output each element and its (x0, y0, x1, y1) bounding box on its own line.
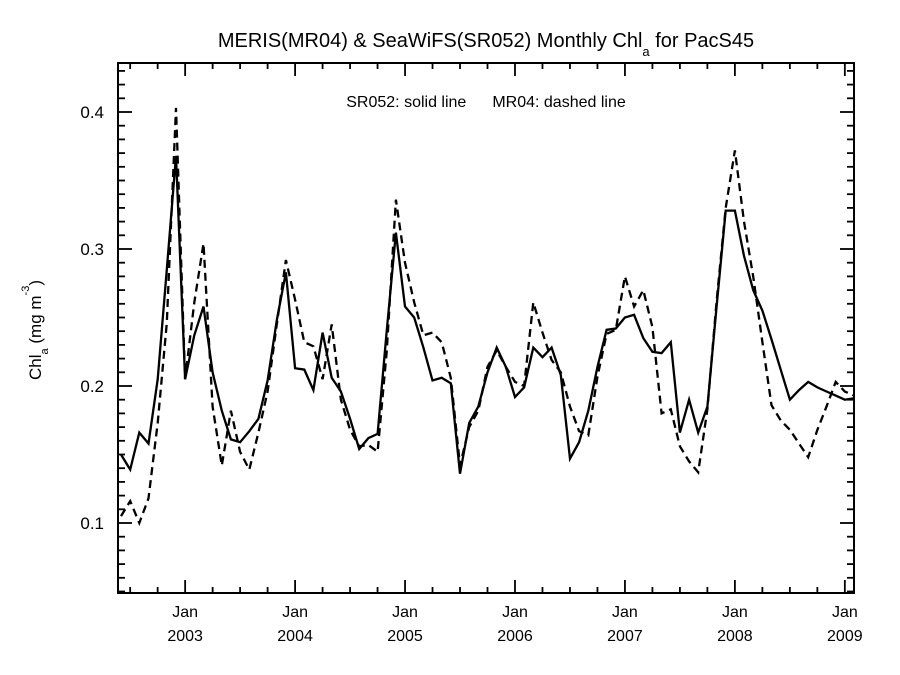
x-tick-label-year: 2005 (387, 628, 423, 645)
chart-title-prefix: MERIS(MR04) & SeaWiFS(SR052) Monthly Chl (217, 30, 643, 52)
chart-legend: SR052: solid line MR04: dashed line (118, 94, 854, 112)
x-tick-label-year: 2007 (607, 628, 643, 645)
y-tick-label: 0.2 (80, 377, 104, 396)
chart-title-subscript: a (642, 44, 650, 59)
x-tick-label-month: Jan (502, 604, 528, 621)
y-tick-label: 0.4 (80, 103, 104, 122)
x-tick-label-month: Jan (832, 604, 858, 621)
legend-mr04-label: MR04: dashed line (492, 94, 626, 111)
mr04-line (120, 107, 855, 527)
x-tick-label-year: 2008 (717, 628, 753, 645)
x-tick-label-month: Jan (172, 604, 198, 621)
x-tick-label-month: Jan (282, 604, 308, 621)
sr052-line (120, 155, 855, 474)
chart-title-suffix: for PacS45 (649, 30, 755, 52)
plot-frame (117, 62, 855, 594)
y-tick-label: 0.3 (80, 240, 104, 259)
x-tick-label-year: 2003 (167, 628, 203, 645)
x-tick-label-year: 2004 (277, 628, 313, 645)
legend-sr052-label: SR052: solid line (346, 94, 467, 111)
x-tick-label-month: Jan (612, 604, 638, 621)
x-tick-label-month: Jan (392, 604, 418, 621)
y-tick-label: 0.1 (80, 514, 104, 533)
x-tick-label-month: Jan (722, 604, 748, 621)
x-tick-label-year: 2009 (827, 628, 863, 645)
x-tick-label-year: 2006 (497, 628, 533, 645)
chart-title: MERIS(MR04) & SeaWiFS(SR052) Monthly Chl… (118, 30, 854, 58)
